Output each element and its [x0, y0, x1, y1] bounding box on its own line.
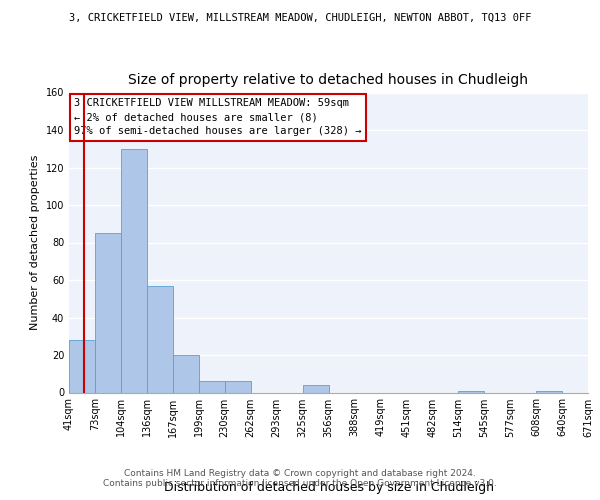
Bar: [95, 233, 121, 392]
Text: 3, CRICKETFIELD VIEW, MILLSTREAM MEADOW, CHUDLEIGH, NEWTON ABBOT, TQ13 0FF: 3, CRICKETFIELD VIEW, MILLSTREAM MEADOW,…: [69, 12, 531, 22]
Bar: [173, 355, 199, 393]
Text: Contains HM Land Registry data © Crown copyright and database right 2024.: Contains HM Land Registry data © Crown c…: [124, 468, 476, 477]
Bar: [536, 390, 562, 392]
Bar: [147, 286, 173, 393]
Bar: [302, 385, 329, 392]
Bar: [458, 390, 484, 392]
Title: Size of property relative to detached houses in Chudleigh: Size of property relative to detached ho…: [128, 73, 529, 87]
Y-axis label: Number of detached properties: Number of detached properties: [30, 155, 40, 330]
Bar: [121, 149, 147, 392]
Bar: [199, 381, 224, 392]
Text: Contains public sector information licensed under the Open Government Licence v3: Contains public sector information licen…: [103, 478, 497, 488]
Bar: [69, 340, 95, 392]
Text: 3 CRICKETFIELD VIEW MILLSTREAM MEADOW: 59sqm
← 2% of detached houses are smaller: 3 CRICKETFIELD VIEW MILLSTREAM MEADOW: 5…: [74, 98, 362, 136]
X-axis label: Distribution of detached houses by size in Chudleigh: Distribution of detached houses by size …: [163, 482, 493, 494]
Bar: [225, 381, 251, 392]
